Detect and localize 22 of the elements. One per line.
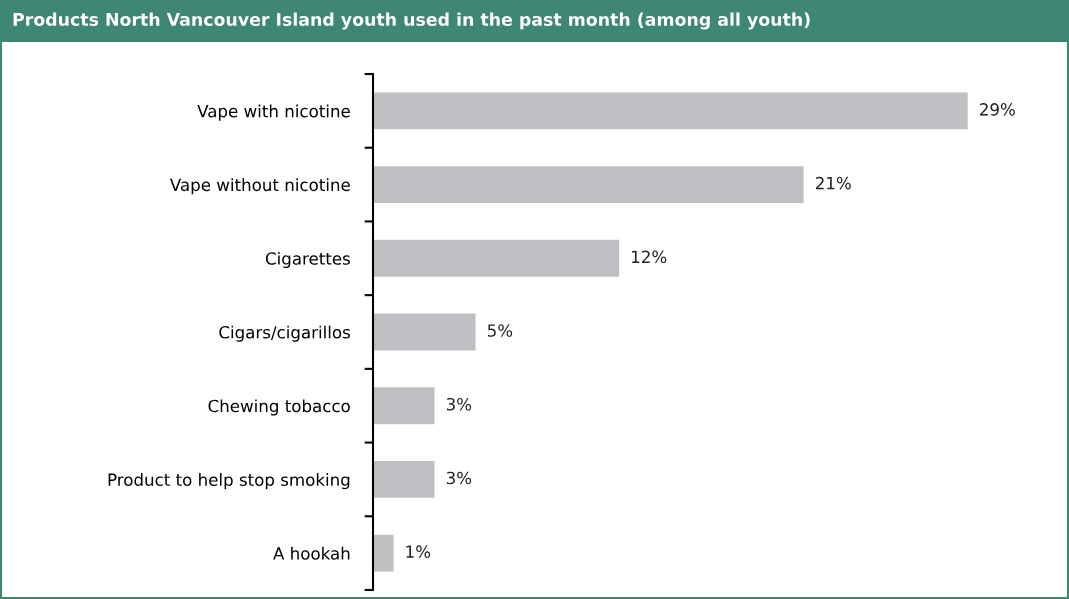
bar (373, 239, 620, 277)
bar (373, 387, 435, 425)
chart-title: Products North Vancouver Island youth used in the past month (among all youth) (13, 12, 810, 30)
y-tick-label: Cigars/cigarillos (219, 325, 350, 342)
y-tick-label: Chewing tobacco (208, 399, 350, 416)
y-tick-label: Vape with nicotine (197, 104, 350, 121)
bar (373, 313, 476, 351)
y-tick-label: A hookah (273, 546, 350, 560)
bar (373, 461, 435, 498)
bar (373, 166, 804, 203)
y-tick-label: Vape without nicotine (169, 178, 350, 195)
y-tick-label: Cigarettes (265, 251, 350, 269)
bar (373, 92, 968, 130)
data-label: 1% (406, 545, 431, 558)
data-label: 3% (446, 397, 472, 411)
bar (373, 534, 394, 572)
data-label: 3% (446, 471, 472, 485)
data-label: 21% (815, 176, 851, 190)
data-label: 29% (980, 103, 1015, 116)
data-label: 5% (487, 324, 513, 337)
data-label: 12% (632, 250, 667, 264)
y-tick-label: Product to help stop smoking (108, 473, 350, 490)
